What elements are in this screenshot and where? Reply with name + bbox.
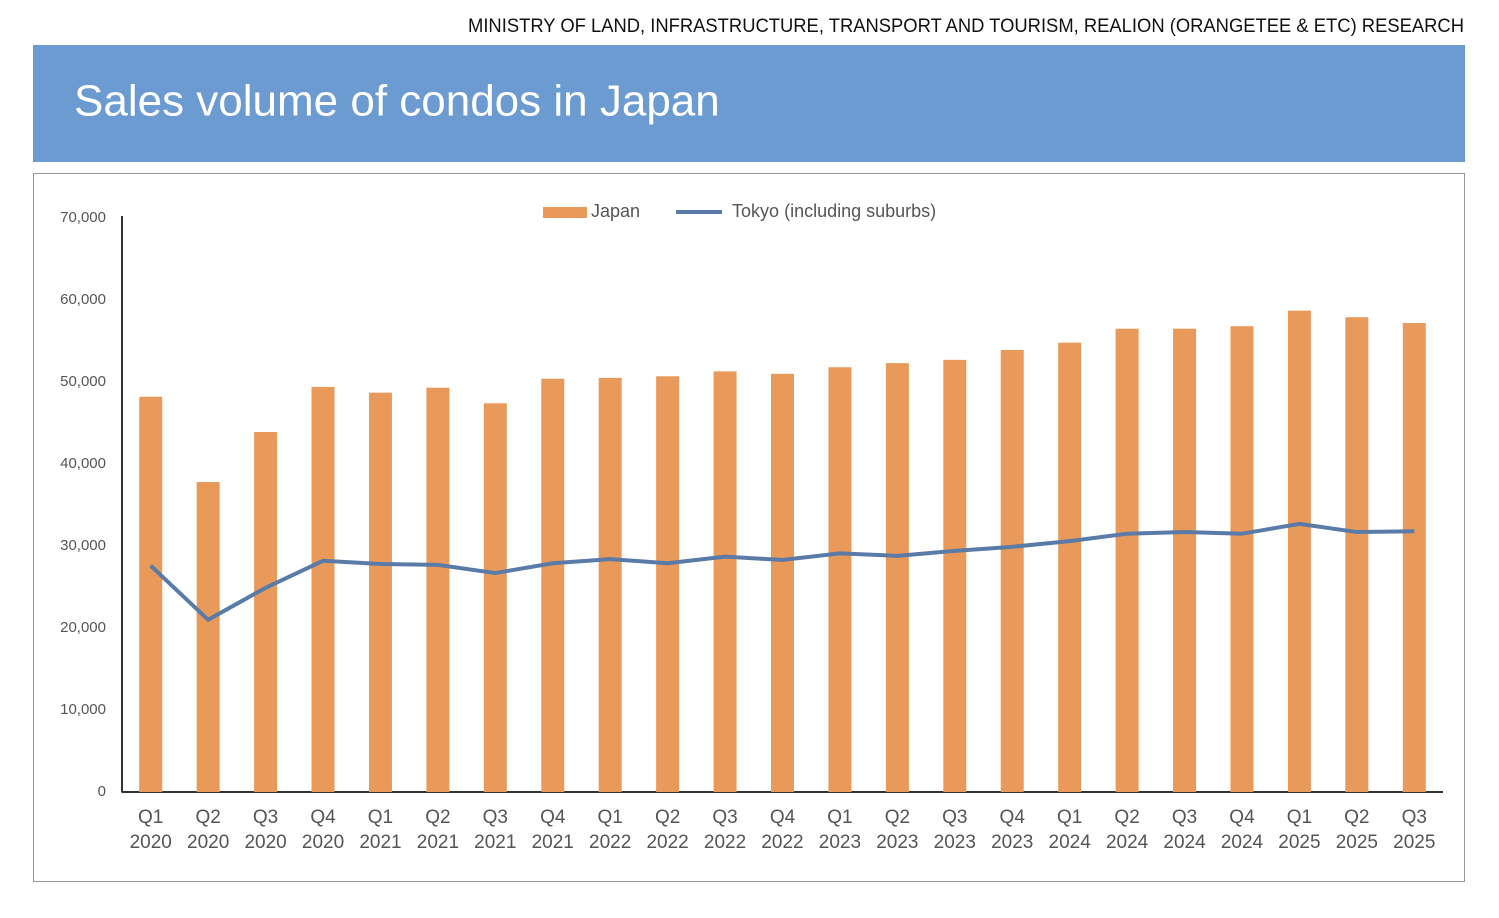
- bar: [483, 403, 507, 792]
- x-tick-label: Q2: [1114, 807, 1139, 828]
- x-tick-label: Q3: [253, 807, 278, 828]
- bar: [943, 359, 967, 792]
- y-tick-label: 70,000: [60, 209, 106, 226]
- x-tick-label: Q4: [770, 807, 796, 828]
- bar: [1345, 317, 1369, 792]
- x-tick-label: 2024: [1221, 832, 1264, 853]
- x-tick-label: Q2: [1344, 807, 1369, 828]
- x-tick-label: Q1: [368, 807, 393, 828]
- x-tick-label: Q3: [1402, 807, 1427, 828]
- bar: [1402, 322, 1426, 792]
- x-tick-label: 2025: [1278, 832, 1320, 853]
- y-tick-label: 10,000: [60, 701, 106, 718]
- x-tick-label: 2023: [991, 832, 1033, 853]
- chart-title: Sales volume of condos in Japan: [74, 77, 720, 126]
- x-tick-label: Q1: [138, 807, 163, 828]
- x-tick-label: 2023: [876, 832, 918, 853]
- x-tick-label: 2022: [589, 832, 631, 853]
- x-tick-label: Q1: [1057, 807, 1082, 828]
- x-tick-label: Q4: [1000, 807, 1026, 828]
- line: [149, 521, 1415, 622]
- x-tick-label: 2021: [359, 832, 401, 853]
- x-tick-label: 2020: [244, 832, 286, 853]
- y-tick-label: 60,000: [60, 291, 106, 308]
- bar: [1230, 326, 1254, 792]
- x-tick-label: 2023: [819, 832, 861, 853]
- x-tick-label: Q4: [310, 807, 336, 828]
- bar: [1058, 342, 1082, 792]
- x-tick-label: 2022: [704, 832, 746, 853]
- x-tick-label: 2024: [1106, 832, 1149, 853]
- x-tick-label: Q3: [483, 807, 508, 828]
- y-tick-label: 30,000: [60, 537, 106, 554]
- bar: [1287, 310, 1311, 792]
- x-tick-label: 2024: [1049, 832, 1092, 853]
- bar: [885, 363, 909, 792]
- x-tick-label: Q4: [1229, 807, 1255, 828]
- x-tick-label: 2025: [1336, 832, 1378, 853]
- x-tick-label: Q2: [885, 807, 910, 828]
- bar: [541, 378, 565, 792]
- x-tick-label: 2023: [934, 832, 976, 853]
- x-tick-label: 2021: [532, 832, 574, 853]
- bar: [1115, 328, 1139, 792]
- bar: [254, 432, 278, 792]
- bar: [828, 367, 852, 792]
- x-tick-label: 2022: [646, 832, 688, 853]
- legend-swatch: [543, 207, 587, 218]
- x-tick-label: 2021: [474, 832, 516, 853]
- source: MINISTRY OF LAND, INFRASTRUCTURE, TRANSP…: [468, 16, 1464, 37]
- x-tick-label: 2022: [761, 832, 803, 853]
- bar: [713, 371, 737, 792]
- bar: [196, 482, 220, 792]
- x-tick-label: Q4: [540, 807, 566, 828]
- bar: [139, 396, 163, 792]
- x-tick-label: 2021: [417, 832, 459, 853]
- x-tick-label: Q1: [598, 807, 623, 828]
- x-tick-label: Q1: [827, 807, 852, 828]
- bar: [771, 373, 794, 792]
- legend-label: Tokyo (including suburbs): [732, 201, 936, 221]
- bar: [368, 392, 392, 792]
- x-tick-label: Q2: [195, 807, 220, 828]
- title-banner: [33, 45, 1465, 162]
- x-tick-label: Q3: [712, 807, 737, 828]
- y-tick-label: 20,000: [60, 619, 106, 636]
- x-tick-label: Q1: [1287, 807, 1312, 828]
- x-tick-label: 2020: [302, 832, 344, 853]
- y-tick-label: 50,000: [60, 373, 106, 390]
- y-tick-label: 0: [98, 783, 106, 800]
- bar: [598, 377, 622, 792]
- x-tick-label: Q3: [1172, 807, 1197, 828]
- x-tick-label: Q2: [655, 807, 680, 828]
- bar: [1173, 328, 1197, 792]
- legend-label: Japan: [591, 201, 640, 221]
- x-tick-label: 2020: [130, 832, 172, 853]
- bar: [311, 386, 335, 792]
- x-tick-label: 2020: [187, 832, 229, 853]
- x-tick-label: Q2: [425, 807, 450, 828]
- x-tick-label: 2025: [1393, 832, 1435, 853]
- x-tick-label: 2024: [1163, 832, 1206, 853]
- bar: [656, 376, 680, 792]
- y-tick-label: 40,000: [60, 455, 106, 472]
- bar: [1000, 350, 1024, 792]
- bar: [426, 387, 450, 792]
- x-tick-label: Q3: [942, 807, 967, 828]
